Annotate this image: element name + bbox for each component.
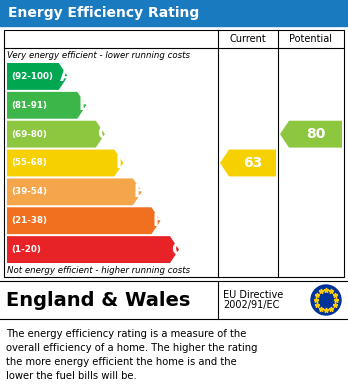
Polygon shape [220, 150, 276, 176]
Bar [0, 0, 348, 26]
Polygon shape [7, 63, 68, 90]
Polygon shape [7, 207, 160, 234]
Text: England & Wales: England & Wales [6, 291, 190, 310]
Bar [4, 30, 344, 277]
Text: the more energy efficient the home is and the: the more energy efficient the home is an… [6, 357, 237, 367]
Text: E: E [134, 183, 145, 201]
Polygon shape [7, 92, 86, 119]
Text: (69-80): (69-80) [11, 130, 47, 139]
Text: 2002/91/EC: 2002/91/EC [223, 300, 279, 310]
Text: D: D [116, 154, 129, 172]
Text: 63: 63 [243, 156, 262, 170]
Text: (92-100): (92-100) [11, 72, 53, 81]
Polygon shape [7, 178, 142, 205]
Text: overall efficiency of a home. The higher the rating: overall efficiency of a home. The higher… [6, 343, 258, 353]
Text: lower the fuel bills will be.: lower the fuel bills will be. [6, 371, 137, 381]
Polygon shape [7, 236, 179, 263]
Text: Current: Current [230, 34, 266, 44]
Text: (1-20): (1-20) [11, 245, 41, 254]
Text: B: B [78, 96, 91, 114]
Text: C: C [97, 125, 109, 143]
Text: The energy efficiency rating is a measure of the: The energy efficiency rating is a measur… [6, 329, 246, 339]
Text: F: F [152, 212, 164, 230]
Text: Potential: Potential [290, 34, 332, 44]
Text: 80: 80 [306, 127, 325, 141]
Text: Very energy efficient - lower running costs: Very energy efficient - lower running co… [7, 50, 190, 59]
Polygon shape [280, 121, 342, 147]
Text: G: G [171, 240, 185, 258]
Polygon shape [7, 150, 124, 176]
Text: EU Directive: EU Directive [223, 290, 283, 300]
Text: Not energy efficient - higher running costs: Not energy efficient - higher running co… [7, 266, 190, 275]
Text: Energy Efficiency Rating: Energy Efficiency Rating [8, 6, 199, 20]
Circle shape [311, 285, 341, 315]
Text: A: A [60, 67, 73, 85]
Text: (39-54): (39-54) [11, 187, 47, 196]
Text: (55-68): (55-68) [11, 158, 47, 167]
Polygon shape [7, 121, 105, 147]
Text: (81-91): (81-91) [11, 101, 47, 110]
Text: (21-38): (21-38) [11, 216, 47, 225]
